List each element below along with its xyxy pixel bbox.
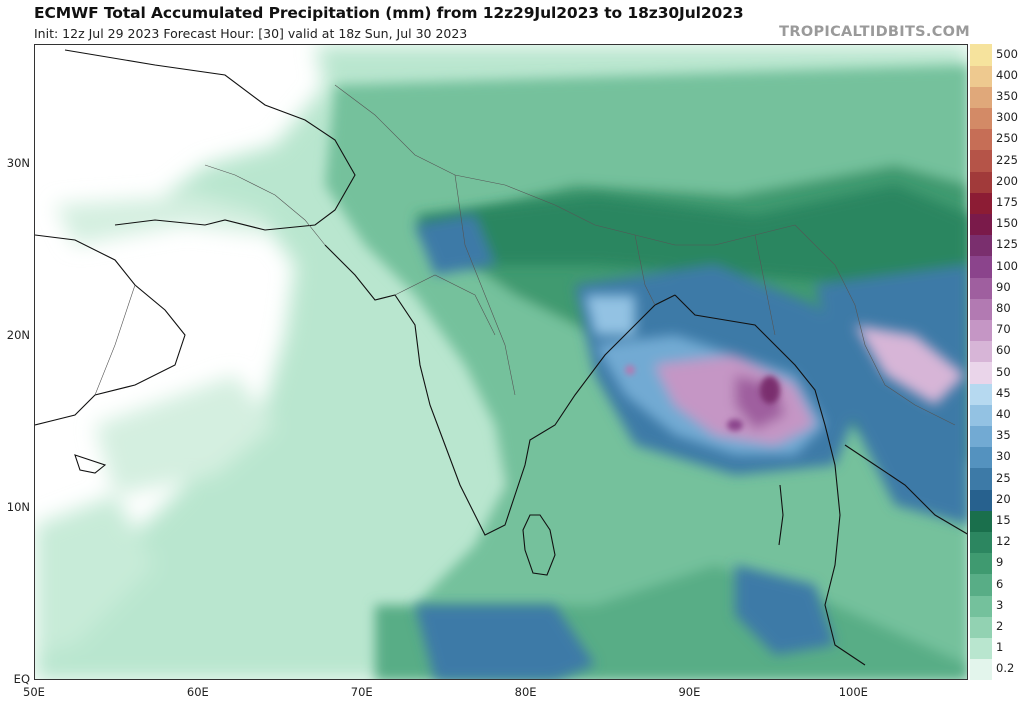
coastlines (35, 49, 967, 666)
lon-label-60e: 60E (186, 685, 209, 699)
colorbar-segment-30 (970, 446, 992, 469)
colorbar-segment-2 (970, 616, 992, 639)
colorbar-segment-400 (970, 65, 992, 87)
lon-label-100e: 100E (838, 685, 868, 699)
colorbar-label-1: 1 (996, 640, 1004, 655)
colorbar-segment-12 (970, 531, 992, 554)
lon-label-90e: 90E (678, 685, 701, 699)
colorbar-segment-225 (970, 150, 992, 172)
colorbar-label-350: 350 (996, 89, 1018, 103)
colorbar-label-15: 15 (996, 513, 1011, 527)
colorbar-segment-15 (970, 510, 992, 533)
colorbar-label-9: 9 (996, 555, 1004, 570)
colorbar-label-40: 40 (996, 407, 1011, 421)
colorbar-segment-100 (970, 256, 992, 278)
lat-label-20n: 20N (6, 328, 30, 343)
colorbar-label-6: 6 (996, 576, 1004, 591)
colorbar-segment-3 (970, 595, 992, 617)
colorbar-label-175: 175 (996, 195, 1018, 209)
colorbar-segment-35 (970, 425, 992, 448)
colorbar-label-12: 12 (996, 534, 1011, 549)
colorbar-segment-150 (970, 213, 992, 236)
colorbar-label-3: 3 (996, 597, 1004, 612)
brand-watermark[interactable]: TROPICALTIDBITS.COM (779, 24, 970, 40)
colorbar-segment-6 (970, 574, 992, 596)
colorbar-label-70: 70 (996, 322, 1011, 337)
colorbar-segment-200 (970, 171, 992, 193)
lon-label-70e: 70E (350, 685, 373, 699)
colorbar-segment-70 (970, 319, 992, 342)
colorbar (970, 44, 992, 681)
precipitation-map[interactable] (34, 44, 968, 680)
colorbar-segment-350 (970, 86, 992, 109)
map-canvas (35, 45, 967, 679)
colorbar-label-225: 225 (996, 152, 1018, 167)
precip-cores (625, 365, 780, 431)
colorbar-segment-20 (970, 489, 992, 511)
colorbar-label-90: 90 (996, 279, 1011, 294)
colorbar-segment-45 (970, 383, 992, 405)
colorbar-segment-125 (970, 234, 992, 257)
internal-borders (94, 84, 956, 426)
lon-label-80e: 80E (514, 685, 537, 699)
colorbar-label-300: 300 (996, 110, 1018, 125)
colorbar-segment-90 (970, 277, 992, 299)
colorbar-segment-9 (970, 552, 992, 575)
lat-label-30n: 30N (6, 156, 30, 171)
colorbar-label-20: 20 (996, 491, 1011, 506)
colorbar-label-400: 400 (996, 67, 1018, 82)
colorbar-label-60: 60 (996, 343, 1011, 358)
lon-label-50e: 50E (23, 685, 45, 699)
colorbar-label-100: 100 (996, 258, 1018, 273)
colorbar-segment-50 (970, 362, 992, 384)
colorbar-label-2: 2 (996, 619, 1004, 633)
precip-field-very-heavy (585, 295, 965, 455)
colorbar-label-45: 45 (996, 385, 1011, 400)
colorbar-label-35: 35 (996, 428, 1011, 443)
colorbar-label-250: 250 (996, 131, 1018, 146)
colorbar-label-30: 30 (996, 449, 1011, 464)
colorbar-label-500: 500 (996, 46, 1018, 61)
colorbar-segment-60 (970, 340, 992, 363)
chart-title: ECMWF Total Accumulated Precipitation (m… (34, 4, 744, 22)
colorbar-segment-0-2 (970, 658, 992, 681)
colorbar-segment-175 (970, 192, 992, 215)
colorbar-label-125: 125 (996, 237, 1018, 252)
colorbar-segment-250 (970, 128, 992, 151)
chart-subtitle: Init: 12z Jul 29 2023 Forecast Hour: [30… (34, 26, 468, 41)
lat-label-10n: 10N (6, 500, 30, 515)
colorbar-segment-300 (970, 107, 992, 130)
colorbar-label-200: 200 (996, 173, 1018, 188)
colorbar-label-25: 25 (996, 470, 1011, 485)
colorbar-label-0-2: 0.2 (996, 661, 1015, 676)
colorbar-segment-25 (970, 468, 992, 490)
colorbar-segment-40 (970, 404, 992, 427)
colorbar-segment-1 (970, 637, 992, 660)
lat-label-eq: EQ (13, 672, 30, 686)
colorbar-label-50: 50 (996, 364, 1011, 379)
colorbar-label-150: 150 (996, 216, 1018, 231)
colorbar-segment-500 (970, 44, 992, 66)
colorbar-label-80: 80 (996, 301, 1011, 315)
colorbar-segment-80 (970, 298, 992, 321)
